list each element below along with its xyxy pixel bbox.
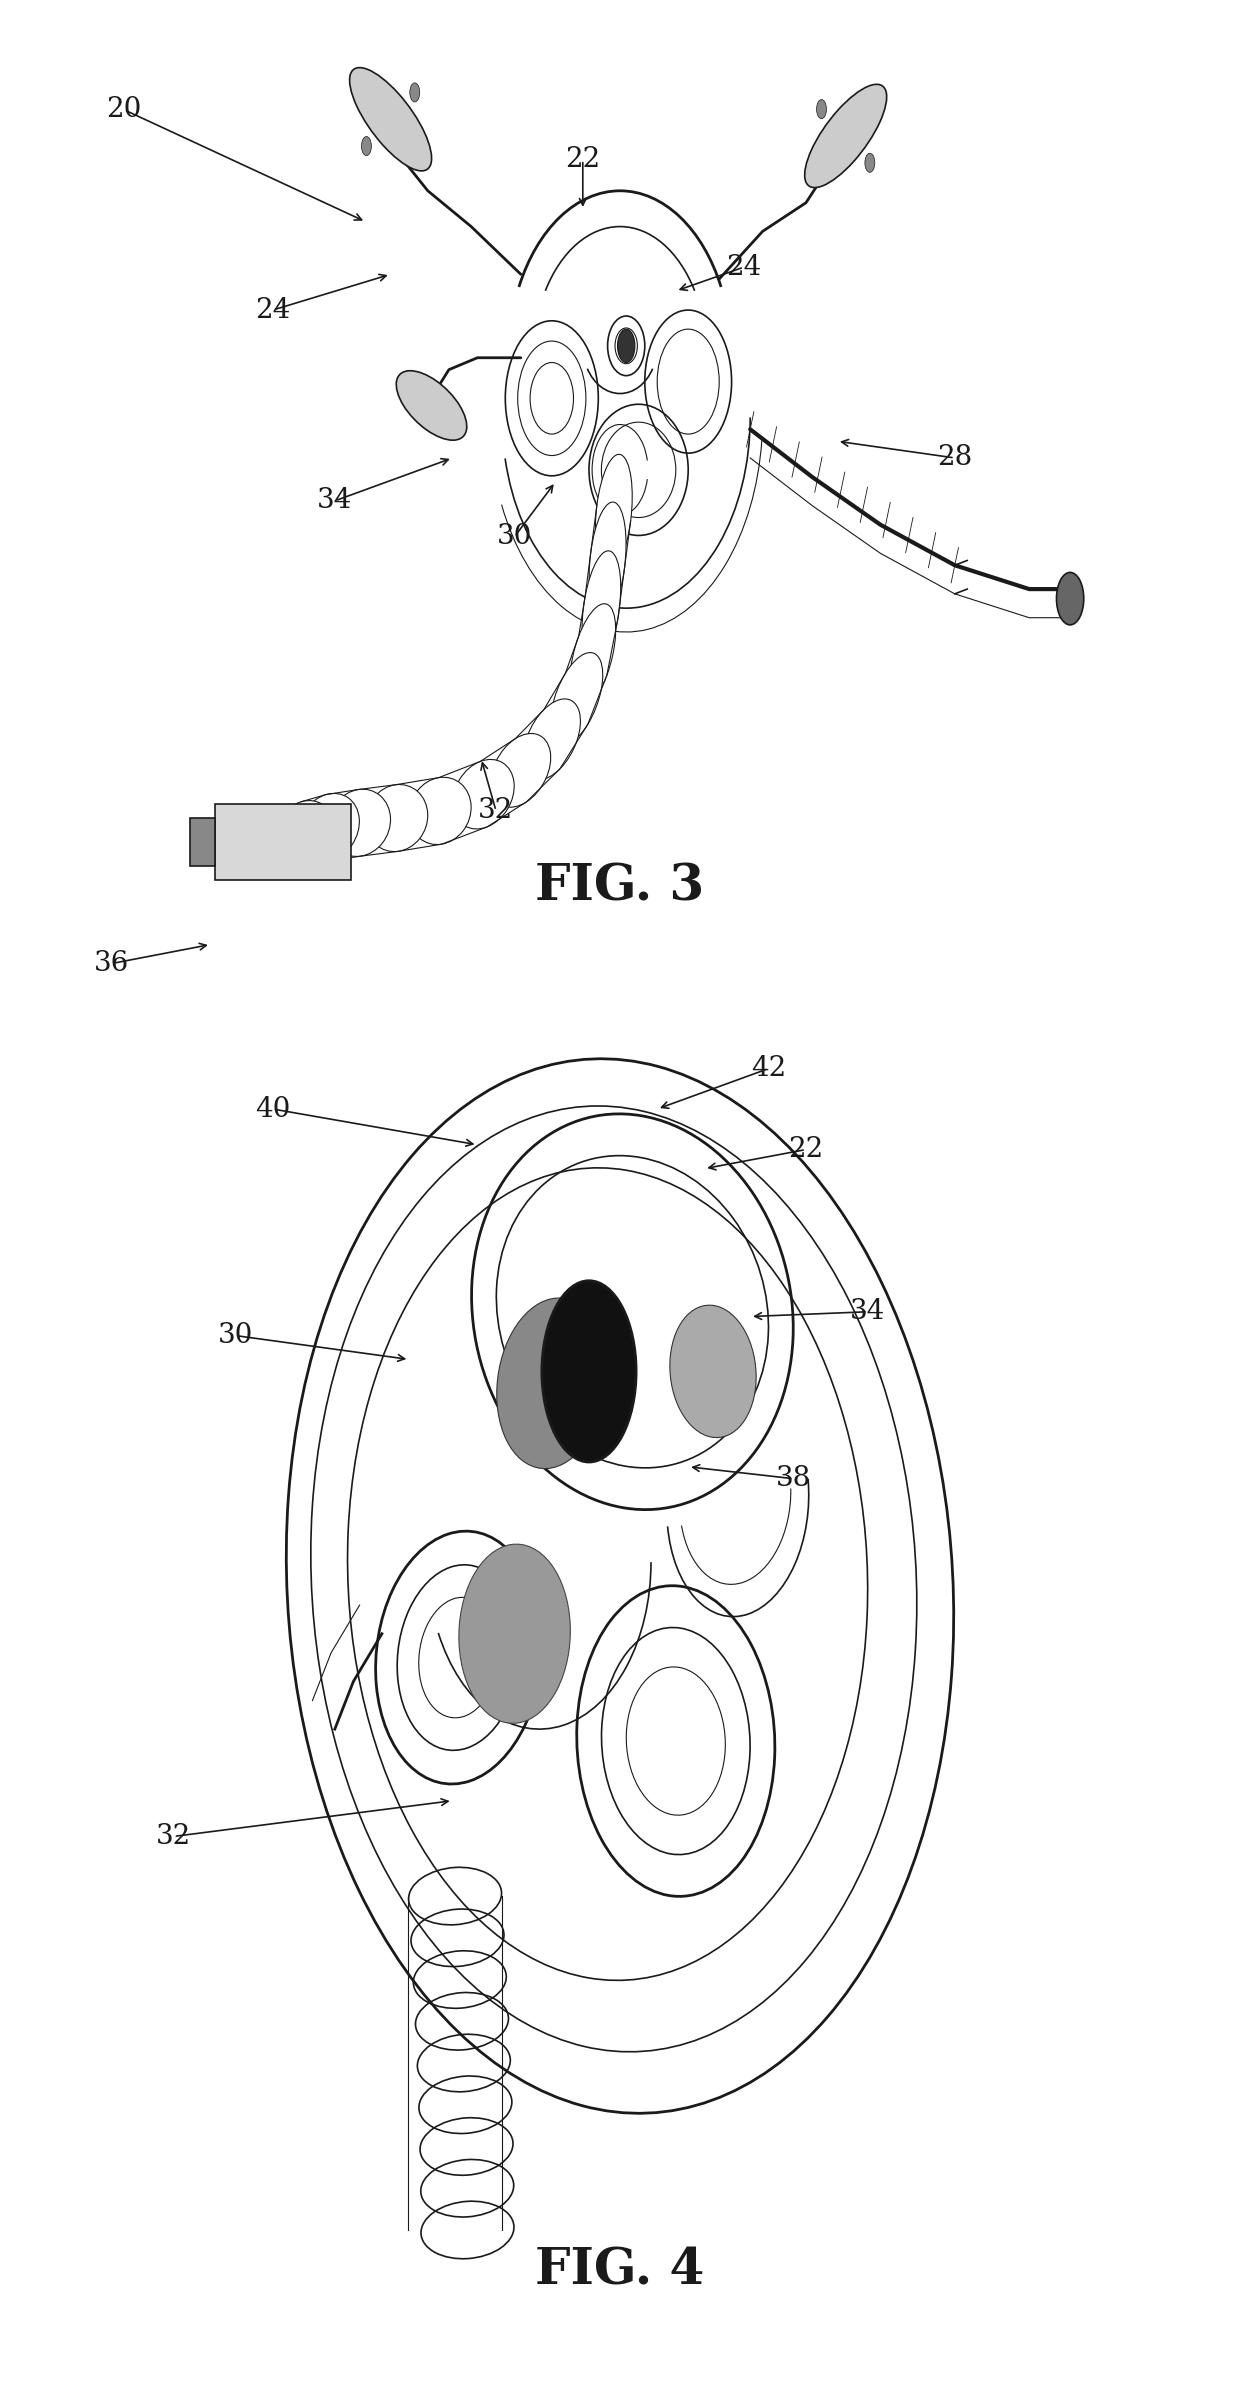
Text: FIG. 4: FIG. 4 [536,2247,704,2294]
Circle shape [817,100,827,119]
Ellipse shape [805,83,887,188]
Ellipse shape [409,778,471,844]
Circle shape [378,119,388,138]
Text: 24: 24 [255,296,290,324]
Text: 30: 30 [218,1321,253,1350]
Text: 38: 38 [776,1464,811,1493]
Ellipse shape [459,1543,570,1724]
Ellipse shape [670,1305,756,1438]
Text: 22: 22 [789,1135,823,1164]
Circle shape [362,136,372,155]
Text: 42: 42 [751,1054,786,1083]
Ellipse shape [595,456,632,570]
Text: 32: 32 [479,797,513,825]
Circle shape [848,136,858,155]
Ellipse shape [1056,572,1084,625]
Text: 40: 40 [255,1095,290,1123]
Ellipse shape [569,603,616,708]
Ellipse shape [551,653,603,744]
Ellipse shape [273,801,335,868]
Text: 24: 24 [727,253,761,281]
Ellipse shape [453,758,515,830]
Circle shape [833,117,843,136]
Text: 36: 36 [94,949,129,978]
Ellipse shape [497,1297,606,1469]
Text: 20: 20 [107,95,141,124]
Text: 34: 34 [851,1297,885,1326]
Ellipse shape [366,785,428,851]
Ellipse shape [298,794,360,861]
Ellipse shape [582,551,621,665]
Text: 32: 32 [156,1822,191,1851]
Text: 22: 22 [565,145,600,174]
Circle shape [864,153,874,172]
Ellipse shape [350,67,432,172]
Ellipse shape [523,699,580,780]
Ellipse shape [491,735,551,806]
Circle shape [618,329,635,363]
Text: 30: 30 [497,522,532,551]
Ellipse shape [589,503,626,618]
Circle shape [542,1281,636,1462]
Ellipse shape [397,370,466,441]
Text: 34: 34 [317,487,352,515]
Circle shape [393,100,403,119]
Polygon shape [190,818,215,866]
Text: 28: 28 [937,444,972,472]
Text: FIG. 3: FIG. 3 [536,863,704,911]
Polygon shape [215,804,351,880]
Circle shape [409,83,419,103]
Ellipse shape [329,789,391,856]
